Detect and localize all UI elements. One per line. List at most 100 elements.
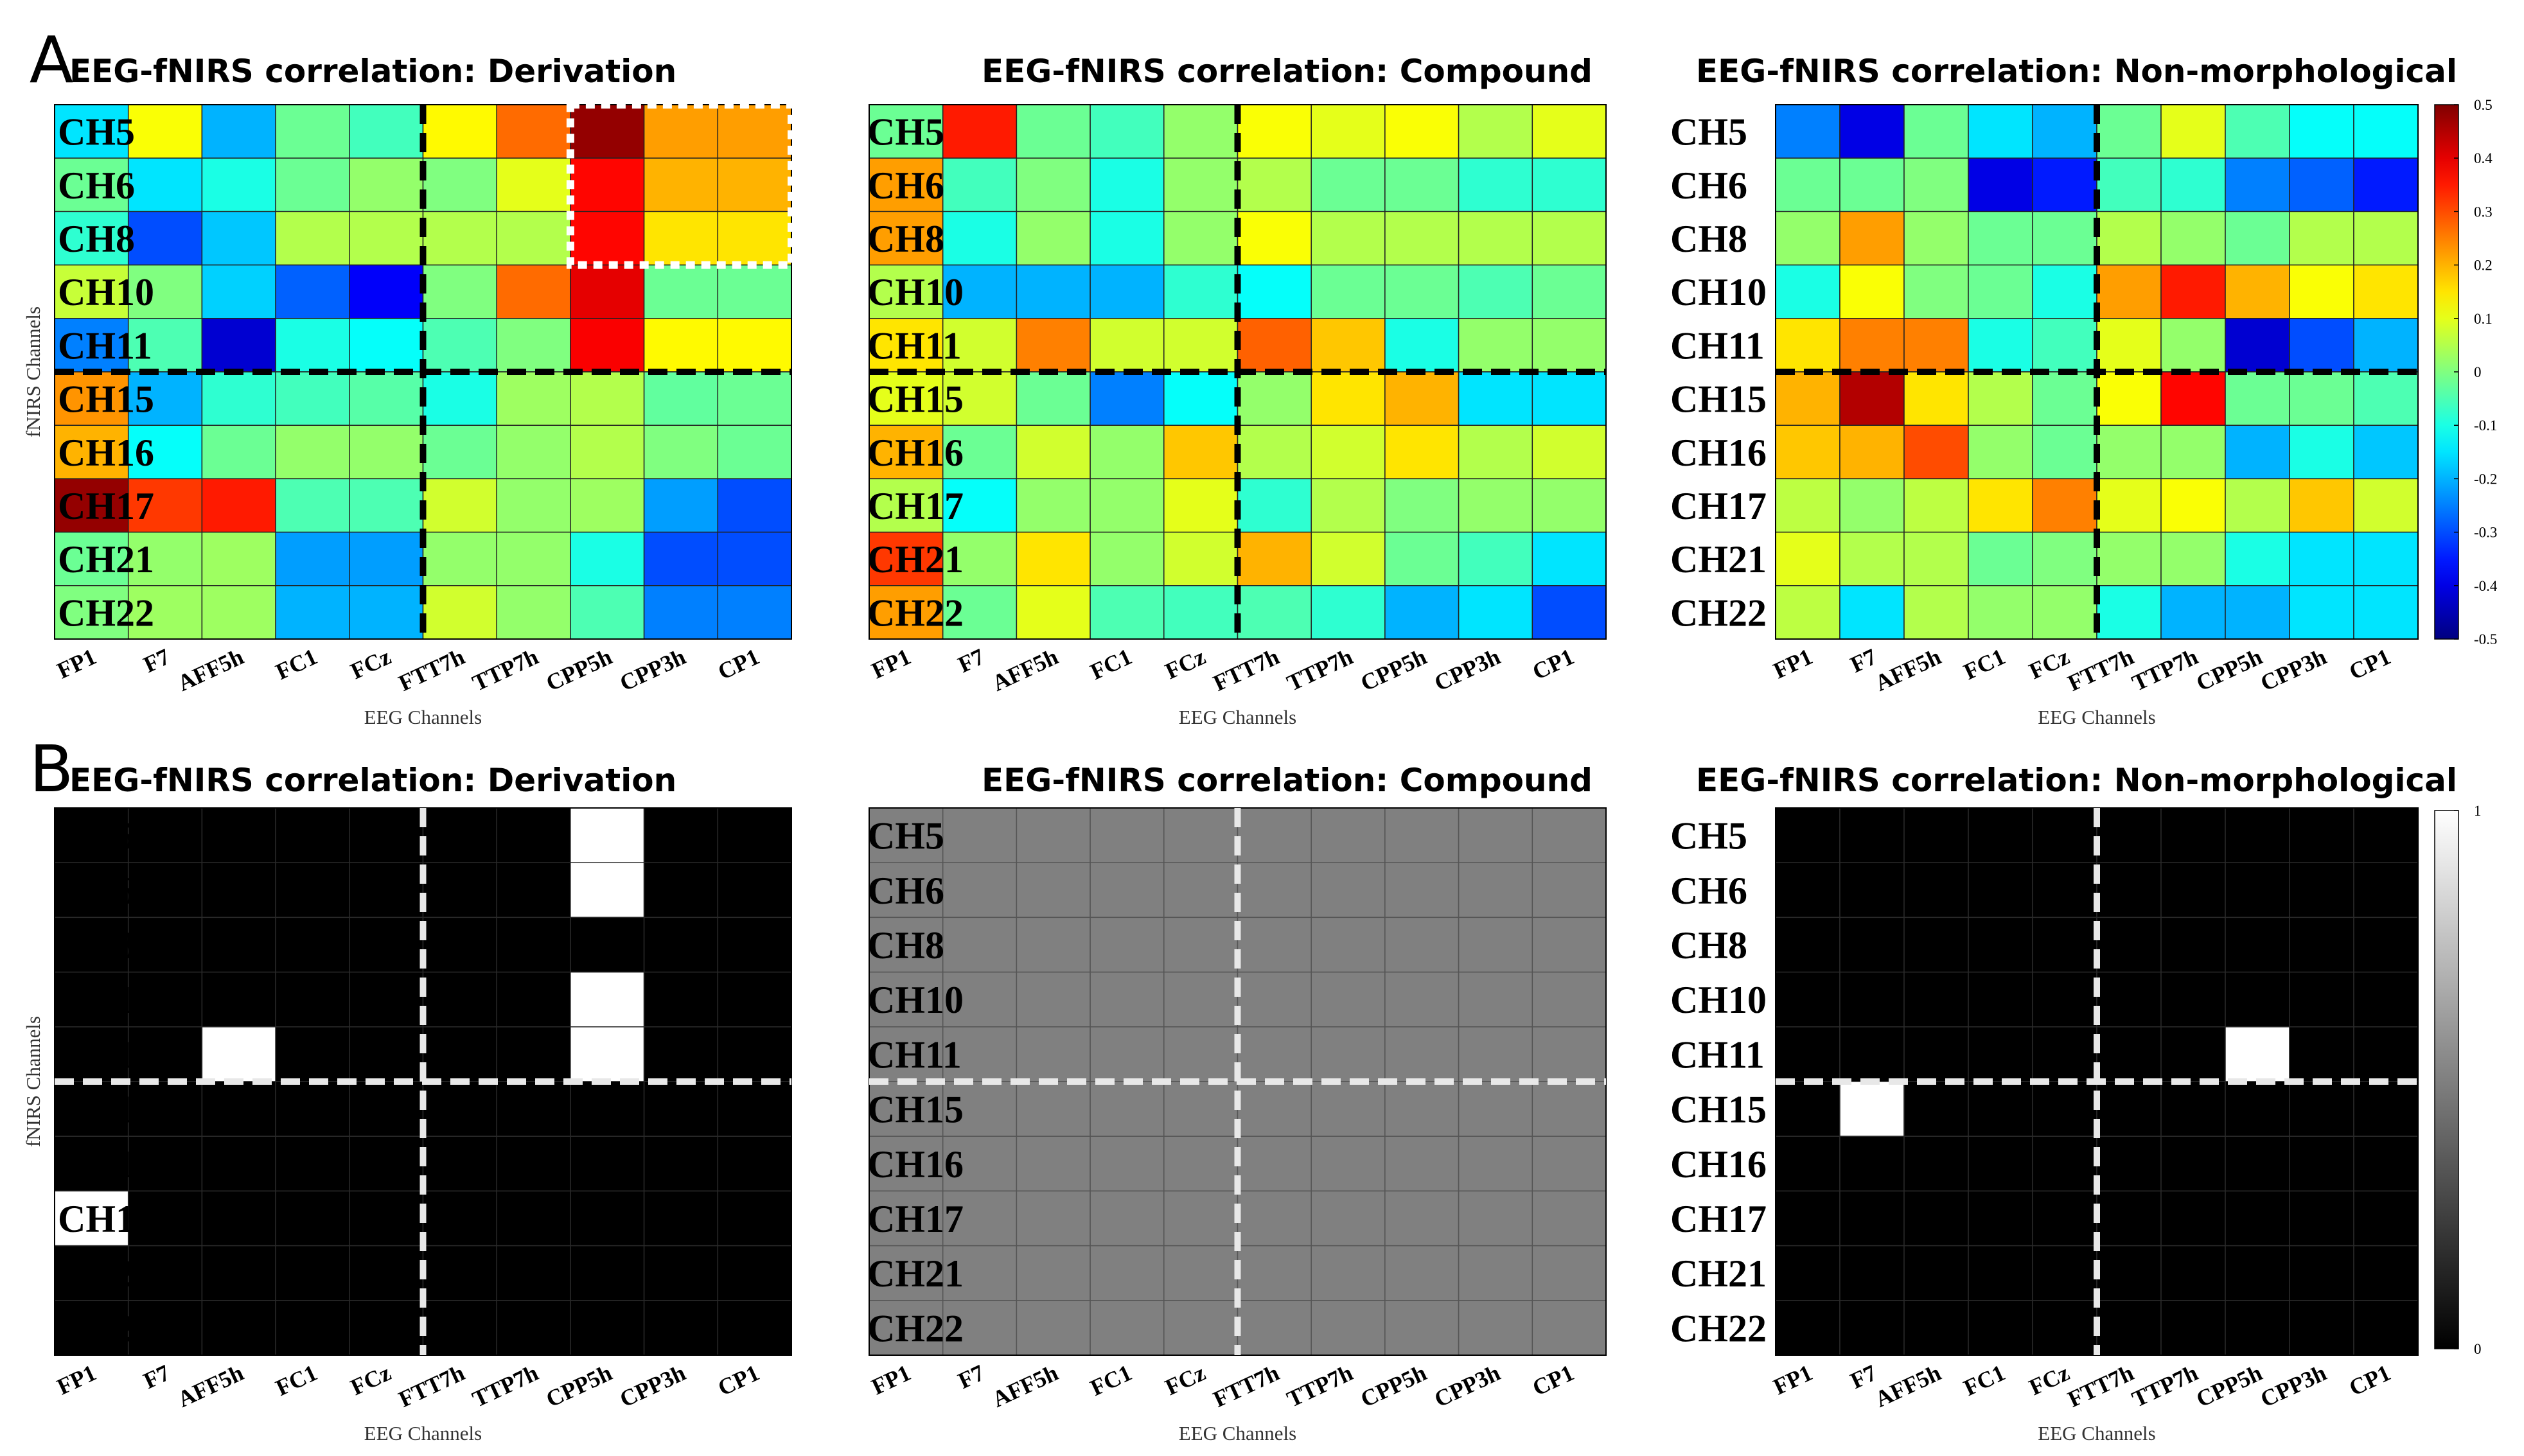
heatmap-cell-A1-CH6-CP1 xyxy=(717,157,792,213)
heatmap-cell-B1-CH6-CPP5h xyxy=(570,862,645,918)
panel-B2: EEG-fNIRS correlation: Compound CH5 CH6 CH8… xyxy=(867,762,1607,1444)
row-label-B3-CH11: CH11 xyxy=(1670,1033,1765,1076)
col-label-B1-FP1: FP1 xyxy=(53,1360,100,1399)
heatmap-cell-A3-CH17-FP1 xyxy=(1775,478,1840,533)
col-label-A2-CPP5h: CPP5h xyxy=(1357,644,1431,696)
heatmap-cell-A2-CH21-TTP7h xyxy=(1311,531,1386,586)
col-label-B3-TTP7h: TTP7h xyxy=(2128,1360,2202,1412)
heatmap-cell-A2-CH6-TTP7h xyxy=(1311,157,1386,213)
heatmap-cell-A3-CH15-CPP3h xyxy=(2289,371,2354,426)
heatmap-cell-B3-CH10-CPP5h xyxy=(2225,971,2290,1028)
heatmap-cell-A2-CH17-CPP3h xyxy=(1458,478,1533,533)
heatmap-cell-B2-CH11-AFF5h xyxy=(1016,1026,1091,1082)
heatmap-cell-A2-CH15-CPP3h xyxy=(1458,371,1533,426)
heatmap-cell-A3-CH22-AFF5h xyxy=(1903,585,1969,640)
heatmap-cell-B1-CH21-AFF5h xyxy=(201,1245,276,1301)
heatmap-cell-A1-CH8-FC1 xyxy=(275,211,350,266)
heatmap-cell-A2-CH21-CPP5h xyxy=(1384,531,1460,586)
heatmap-cell-A2-CH21-FC1 xyxy=(1090,531,1165,586)
row-label-B2-CH17: CH17 xyxy=(867,1198,964,1240)
heatmap-cell-B1-CH11-FCz xyxy=(349,1026,424,1082)
heatmap-cell-B3-CH15-FC1 xyxy=(1968,1081,2033,1137)
heatmap-cell-A1-CH21-AFF5h xyxy=(201,531,276,586)
heatmap-cell-B3-CH8-FP1 xyxy=(1775,917,1840,973)
heatmap-cell-B2-CH16-CPP3h xyxy=(1458,1136,1533,1192)
heatmap-cell-B1-CH21-CP1 xyxy=(717,1245,792,1301)
heatmap-cell-B3-CH10-FTT7h xyxy=(2096,971,2162,1028)
col-label-B3-CP1: CP1 xyxy=(2345,1360,2395,1401)
heatmap-cell-B2-CH11-CPP3h xyxy=(1458,1026,1533,1082)
heatmap-cell-A1-CH8-CPP5h xyxy=(570,211,645,266)
heatmap-cell-A1-CH6-FTT7h xyxy=(422,157,497,213)
heatmap-cell-A1-CH21-FCz xyxy=(349,531,424,586)
col-label-B1-CPP5h: CPP5h xyxy=(542,1360,616,1412)
heatmap-cell-A1-CH15-FC1 xyxy=(275,371,350,426)
heatmap-cell-A1-CH17-FP1 xyxy=(54,478,129,533)
heatmap-cell-A3-CH22-CPP3h xyxy=(2289,585,2354,640)
heatmap-cell-B3-CH15-FP1 xyxy=(1775,1081,1840,1137)
row-label-A3-CH15: CH15 xyxy=(1670,378,1767,421)
heatmap-cell-B1-CH22-CPP5h xyxy=(570,1300,645,1356)
heatmap-cell-B1-CH15-CP1 xyxy=(717,1081,792,1137)
heatmap-cell-A3-CH16-F7 xyxy=(1839,425,1905,480)
col-label-A2-CPP3h: CPP3h xyxy=(1431,644,1505,696)
col-label-B2-AFF5h: AFF5h xyxy=(988,1360,1062,1412)
heatmap-cell-A2-CH11-FCz xyxy=(1163,318,1239,373)
heatmap-cell-A3-CH17-FC1 xyxy=(1968,478,2033,533)
heatmap-cell-A2-CH21-AFF5h xyxy=(1016,531,1091,586)
heatmap-cell-A2-CH16-CP1 xyxy=(1531,425,1607,480)
row-label-B3-CH17: CH17 xyxy=(1670,1198,1767,1240)
heatmap-cell-B3-CH8-F7 xyxy=(1839,917,1905,973)
panel-A2: EEG-fNIRS correlation: Compound CH5 CH6 CH8… xyxy=(867,53,1607,728)
heatmap-cell-B2-CH8-AFF5h xyxy=(1016,917,1091,973)
heatmap-cell-B1-CH17-FCz xyxy=(349,1190,424,1247)
heatmap-cell-B1-CH15-FP1 xyxy=(54,1081,129,1137)
col-label-B1-TTP7h: TTP7h xyxy=(468,1360,542,1412)
row-label-B2-CH22: CH22 xyxy=(867,1307,964,1349)
heatmap-cell-A1-CH11-AFF5h xyxy=(201,318,276,373)
heatmap-cell-B1-CH11-CPP3h xyxy=(643,1026,719,1082)
heatmap-cell-B2-CH16-FTT7h xyxy=(1237,1136,1312,1192)
col-label-A3-AFF5h: AFF5h xyxy=(1871,644,1945,696)
heatmap-cell-B3-CH21-FC1 xyxy=(1968,1245,2033,1301)
heatmap-cell-B1-CH5-CPP3h xyxy=(643,807,719,863)
heatmap-cell-B3-CH22-FCz xyxy=(2032,1300,2097,1356)
heatmap-cell-A3-CH10-FTT7h xyxy=(2096,264,2162,319)
heatmap-cell-B3-CH22-TTP7h xyxy=(2160,1300,2226,1356)
heatmap-cell-B3-CH17-F7 xyxy=(1839,1190,1905,1247)
x-axis-label-B3: EEG Channels xyxy=(2038,1422,2155,1444)
heatmap-cell-A1-CH11-TTP7h xyxy=(496,318,571,373)
colorbar-tick-label-A3-1: -0.4 xyxy=(2474,578,2498,594)
heatmap-cell-B2-CH15-FCz xyxy=(1163,1081,1239,1137)
x-axis-label-B2: EEG Channels xyxy=(1179,1422,1296,1444)
heatmap-cell-A2-CH15-CPP5h xyxy=(1384,371,1460,426)
heatmap-cell-A2-CH16-CPP5h xyxy=(1384,425,1460,480)
heatmap-cell-A1-CH8-FP1 xyxy=(54,211,129,266)
heatmap-cell-B2-CH17-TTP7h xyxy=(1311,1190,1386,1247)
col-label-A1-TTP7h: TTP7h xyxy=(468,644,542,696)
heatmap-cell-A1-CH5-CPP3h xyxy=(643,104,719,159)
panel-A3: EEG-fNIRS correlation: Non-morphological… xyxy=(1670,53,2498,728)
heatmap-cell-A3-CH16-FTT7h xyxy=(2096,425,2162,480)
heatmap-cell-B1-CH5-FCz xyxy=(349,807,424,863)
row-label-B1-CH16: CH16 xyxy=(58,1143,154,1186)
heatmap-cell-A2-CH10-F7 xyxy=(942,264,1018,319)
heatmap-cell-B2-CH8-TTP7h xyxy=(1311,917,1386,973)
heatmap-cell-A3-CH22-CP1 xyxy=(2353,585,2419,640)
heatmap-cell-A1-CH8-FCz xyxy=(349,211,424,266)
col-label-A1-FCz: FCz xyxy=(347,644,395,684)
heatmap-cell-B2-CH5-CPP3h xyxy=(1458,807,1533,863)
heatmap-cell-A1-CH6-FP1 xyxy=(54,157,129,213)
heatmap-cell-A1-CH16-FCz xyxy=(349,425,424,480)
heatmap-cell-B3-CH15-F7 xyxy=(1839,1081,1905,1137)
row-label-B2-CH16: CH16 xyxy=(867,1143,964,1186)
heatmap-cell-A3-CH17-FTT7h xyxy=(2096,478,2162,533)
heatmap-cell-A1-CH10-FC1 xyxy=(275,264,350,319)
heatmap-cell-A3-CH5-AFF5h xyxy=(1903,104,1969,159)
heatmap-cell-B1-CH17-CPP5h xyxy=(570,1190,645,1247)
row-label-A1-CH17: CH17 xyxy=(58,485,154,527)
heatmap-cell-A1-CH10-FP1 xyxy=(54,264,129,319)
heatmap-cell-A3-CH21-TTP7h xyxy=(2160,531,2226,586)
heatmap-cell-B1-CH15-TTP7h xyxy=(496,1081,571,1137)
